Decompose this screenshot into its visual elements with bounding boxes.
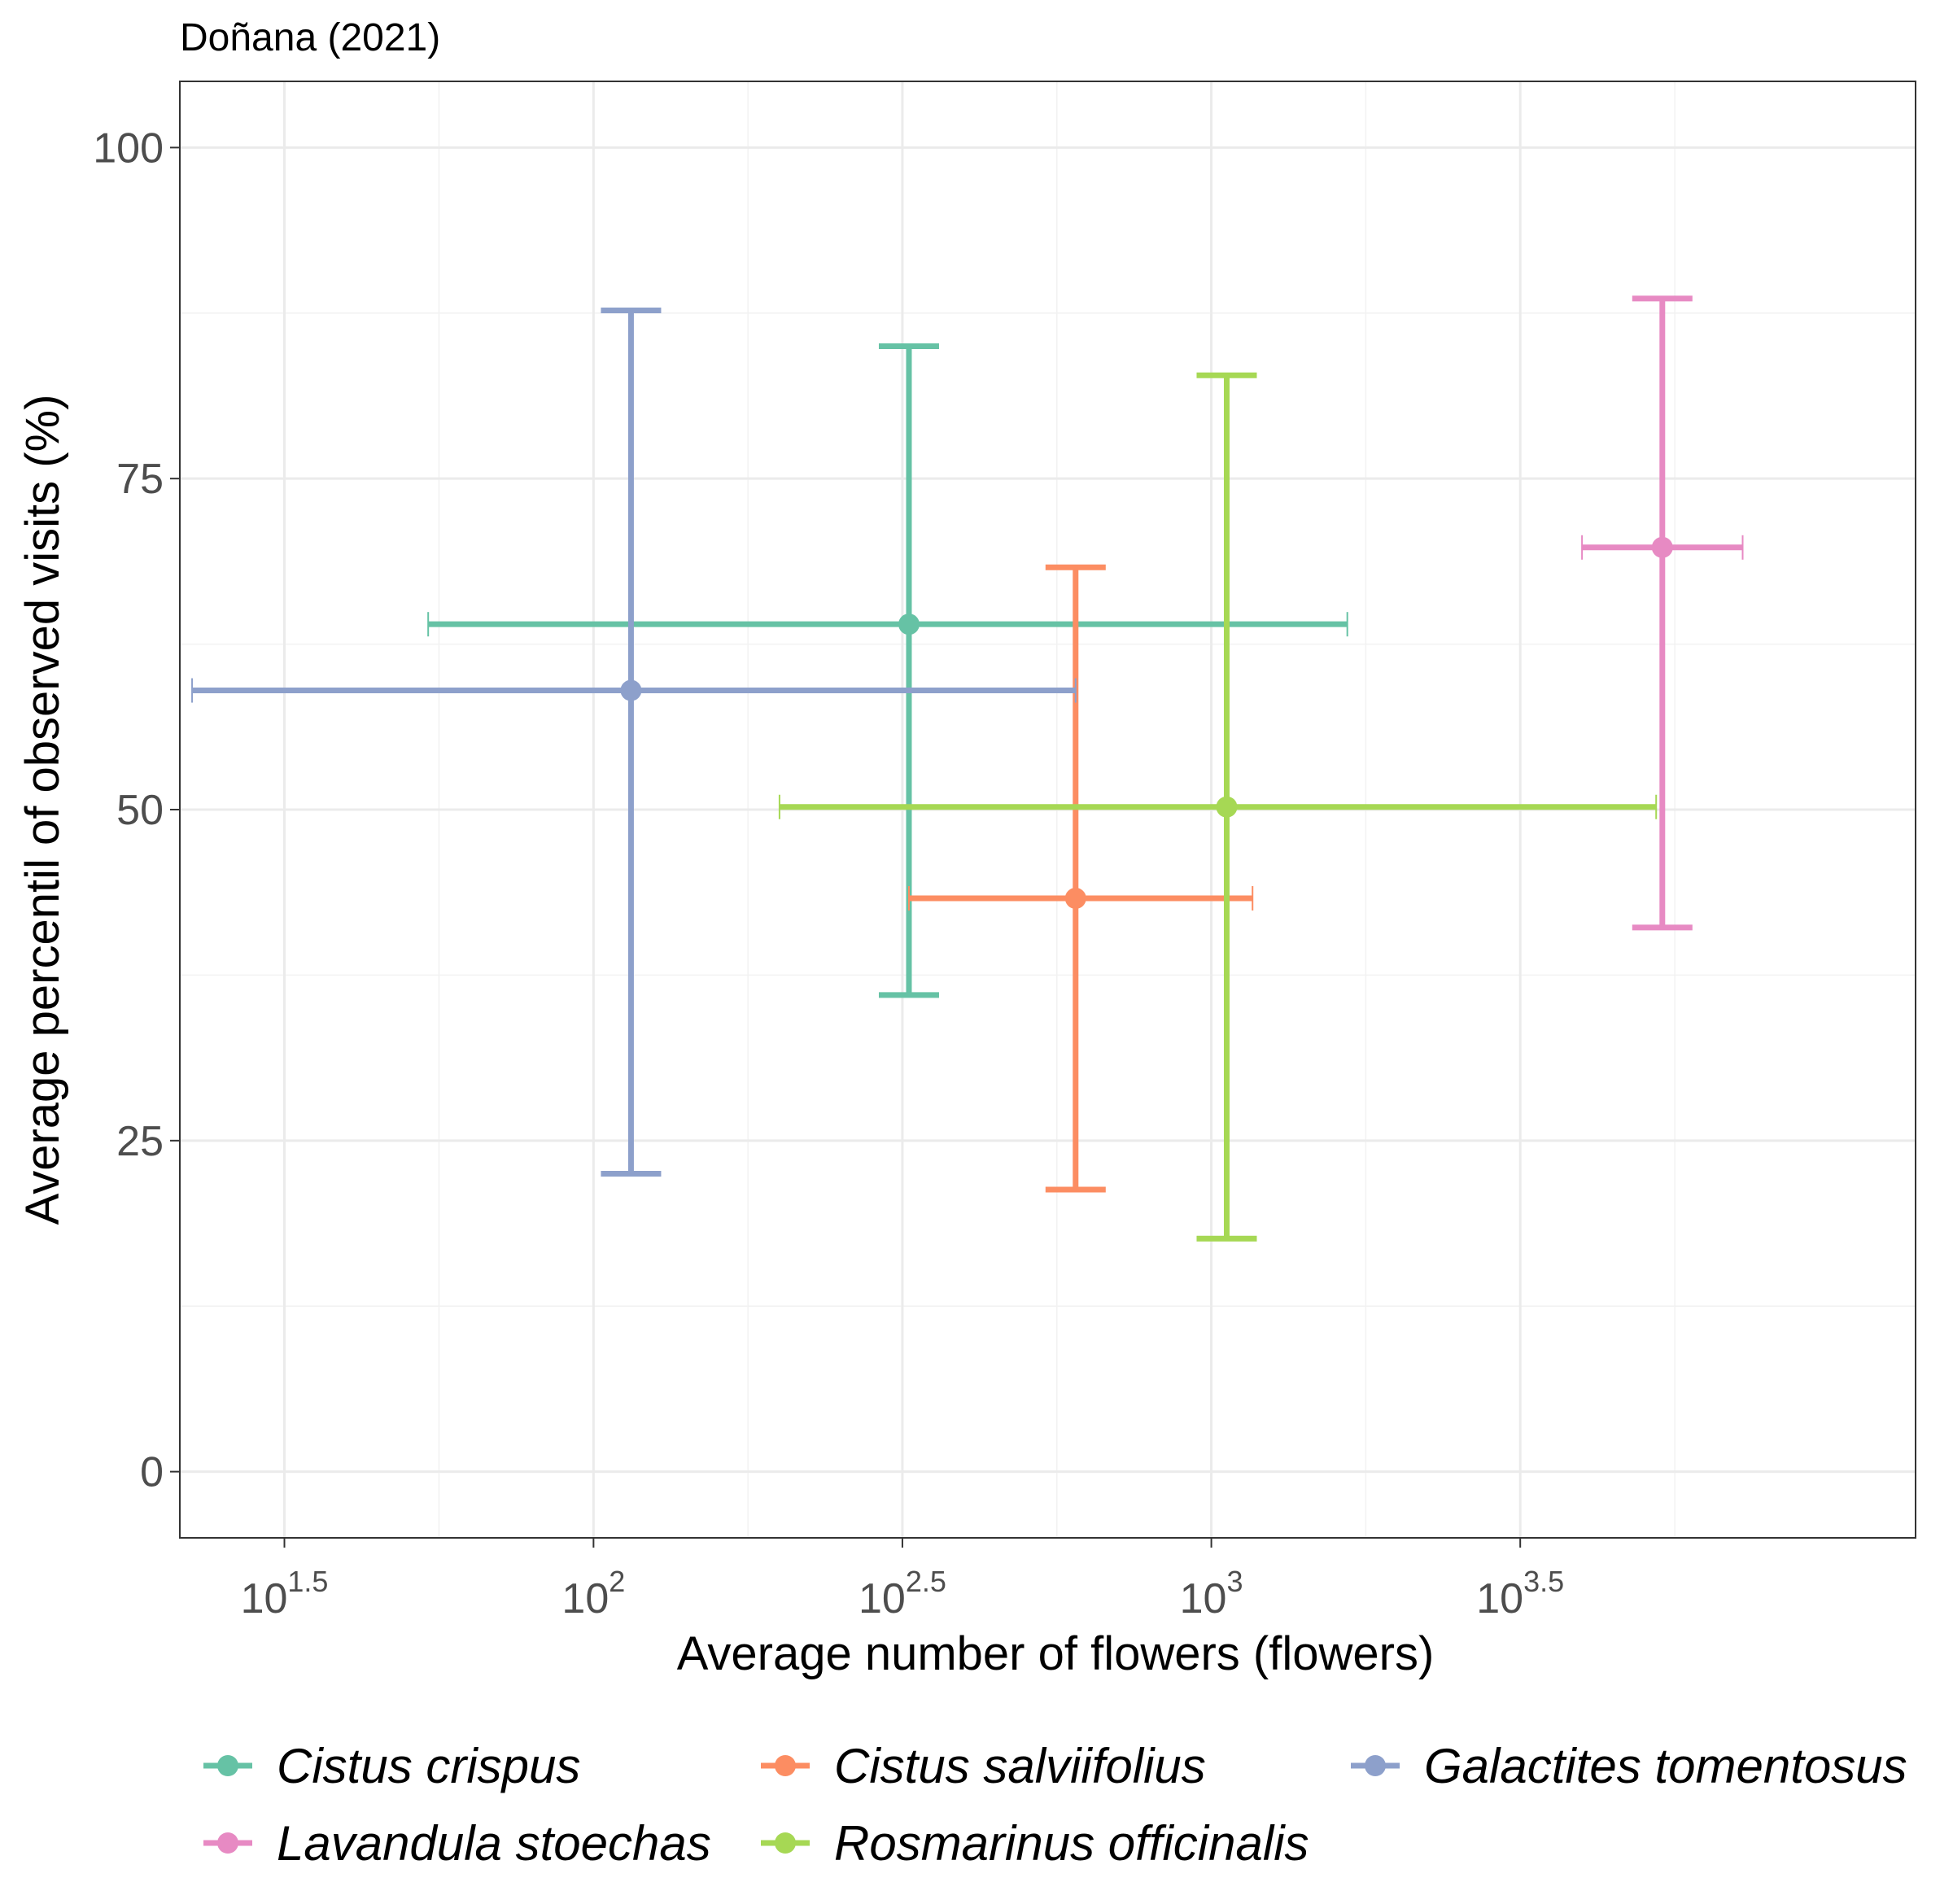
y-tick-label: 25 xyxy=(116,1118,164,1165)
chart-title: Doñana (2021) xyxy=(180,16,440,59)
x-tick-label: 102 xyxy=(561,1565,625,1622)
legend-key-point xyxy=(775,1832,796,1854)
x-tick-label: 103.5 xyxy=(1476,1565,1564,1622)
y-tick-label: 0 xyxy=(140,1449,164,1496)
legend-label: Cistus crispus xyxy=(277,1739,580,1793)
x-tick-label: 102.5 xyxy=(859,1565,946,1622)
data-point xyxy=(1064,888,1086,910)
series xyxy=(191,308,1077,1177)
y-axis: 0 25 50 75 100 xyxy=(93,124,180,1496)
x-tick-label: 103 xyxy=(1180,1565,1243,1622)
legend-key-point xyxy=(1365,1755,1386,1776)
x-tick-label: 101.5 xyxy=(241,1565,329,1622)
legend-item: Cistus crispus xyxy=(203,1739,580,1793)
legend-label: Galactites tomentosus xyxy=(1424,1739,1907,1793)
data-point xyxy=(1216,796,1238,818)
series xyxy=(778,372,1658,1242)
series-layer xyxy=(191,295,1744,1242)
legend-key-point xyxy=(217,1832,238,1854)
y-tick-label: 50 xyxy=(116,787,164,834)
x-axis: 101.5 102 102.5 103 103.5 xyxy=(241,1538,1564,1622)
series xyxy=(1581,295,1744,931)
series xyxy=(907,564,1254,1193)
legend-label: Lavandula stoechas xyxy=(277,1816,711,1871)
y-tick-label: 100 xyxy=(93,124,164,172)
legend-label: Cistus salviifolius xyxy=(834,1739,1206,1793)
legend-item: Rosmarinus officinalis xyxy=(761,1816,1309,1871)
data-point xyxy=(898,614,920,635)
x-axis-title: Average number of flowers (flowers) xyxy=(677,1627,1435,1680)
legend-key-point xyxy=(217,1755,238,1776)
data-point xyxy=(620,679,642,701)
data-point xyxy=(1651,536,1673,558)
legend: Cistus crispus Cistus salviifolius Galacti… xyxy=(203,1739,1907,1871)
legend-key-point xyxy=(775,1755,796,1776)
legend-item: Galactites tomentosus xyxy=(1351,1739,1907,1793)
y-axis-title: Average percentil of observed visits (%) xyxy=(16,395,69,1225)
legend-item: Lavandula stoechas xyxy=(203,1816,711,1871)
grid-major xyxy=(180,81,1916,1538)
y-tick-label: 75 xyxy=(116,456,164,503)
legend-label: Rosmarinus officinalis xyxy=(834,1816,1309,1871)
legend-item: Cistus salviifolius xyxy=(761,1739,1206,1793)
